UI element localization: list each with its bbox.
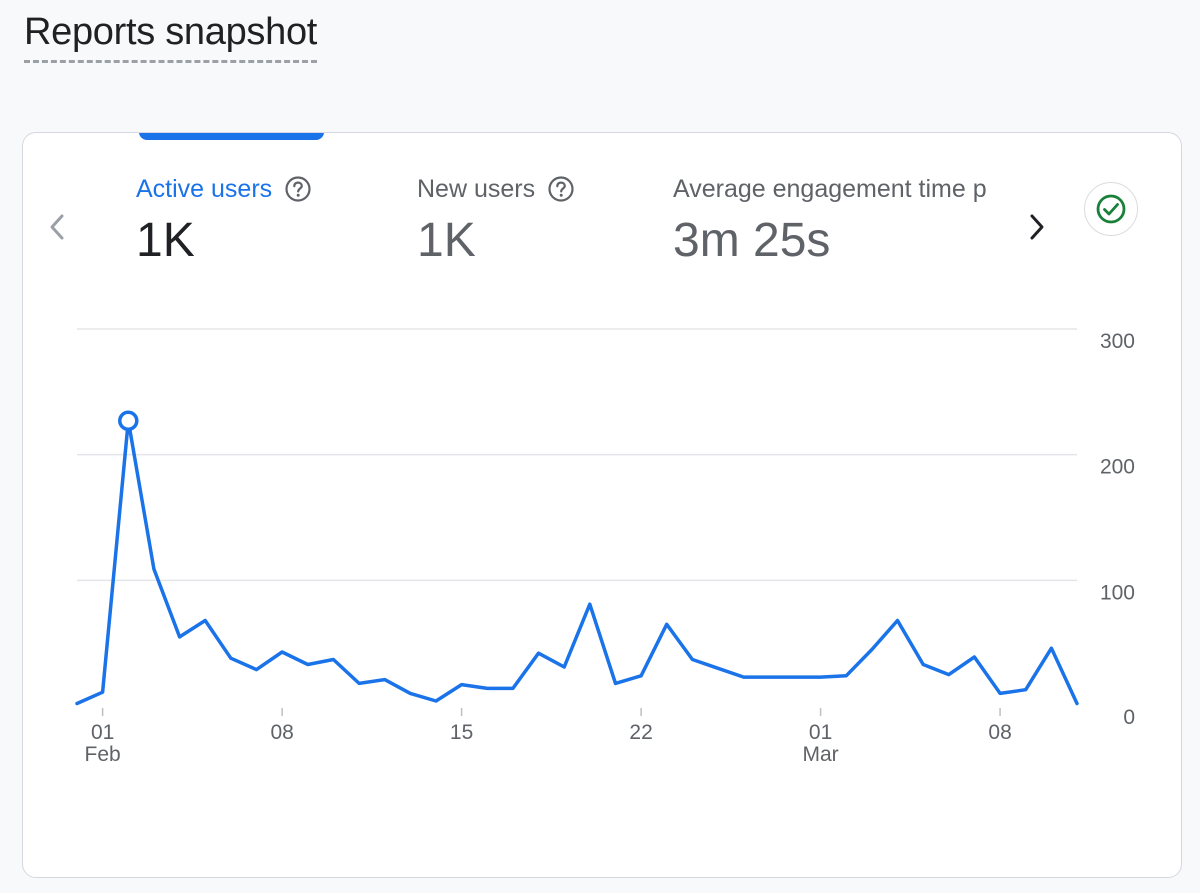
help-icon[interactable] [547, 175, 575, 203]
metric-value: 1K [417, 214, 476, 267]
chevron-left-icon [50, 214, 64, 240]
previous-metrics-button[interactable] [41, 205, 73, 249]
metric-label: Active users [136, 175, 273, 203]
series-line-active-users [75, 418, 1079, 706]
x-tick-label: 22 [629, 721, 652, 744]
metric-label: New users [417, 175, 536, 203]
y-tick-label: 200 [1100, 456, 1135, 479]
x-tick-label: 01 [91, 721, 114, 744]
x-tick-label: 08 [988, 721, 1011, 744]
metric-tab-new-users[interactable]: New users 1K [417, 171, 575, 271]
reports-snapshot-card: Active users 1K New users 1K [22, 132, 1182, 878]
x-tick-label: 01 [809, 721, 832, 744]
y-tick-label: 100 [1100, 581, 1135, 604]
x-tick-label: 08 [270, 721, 293, 744]
x-tick-month-label: Feb [85, 743, 121, 766]
metric-value: 3m 25s [673, 214, 831, 267]
x-tick-month-label: Mar [803, 743, 839, 766]
metric-value: 1K [136, 214, 195, 267]
metric-label: Average engagement time p [673, 175, 987, 203]
status-badge[interactable] [1084, 182, 1138, 236]
y-tick-label: 300 [1100, 330, 1135, 353]
page-title: Reports snapshot [24, 8, 317, 63]
check-circle-icon [1096, 194, 1126, 224]
chevron-right-icon [1030, 214, 1044, 240]
help-icon[interactable] [284, 175, 312, 203]
x-tick-label: 15 [450, 721, 473, 744]
y-tick-label: 0 [1123, 706, 1135, 729]
active-tab-indicator [139, 133, 324, 140]
next-metrics-button[interactable] [1019, 205, 1055, 249]
metric-tab-active-users[interactable]: Active users 1K [136, 171, 312, 271]
highlighted-data-point [118, 410, 139, 431]
metric-tab-average-engagement-time[interactable]: Average engagement time p 3m 25s [673, 171, 1003, 271]
